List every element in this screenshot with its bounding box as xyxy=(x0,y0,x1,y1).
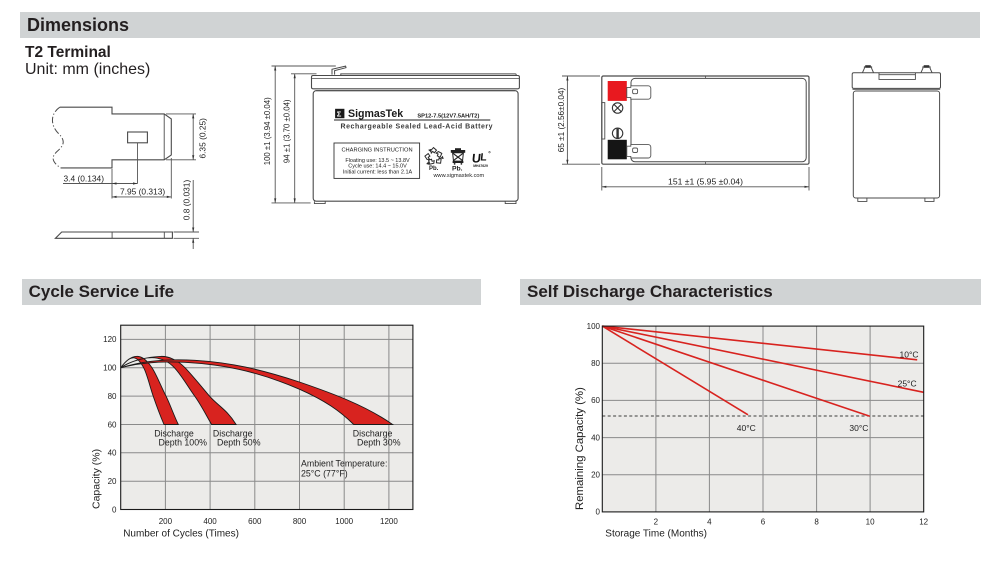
svg-text:Capacity (%): Capacity (%) xyxy=(91,449,103,509)
svg-text:Rechargeable Sealed Lead-Acid: Rechargeable Sealed Lead-Acid Battery xyxy=(341,124,494,131)
svg-text:Number of Cycles (Times): Number of Cycles (Times) xyxy=(123,529,239,540)
svg-text:7.95 (0.313): 7.95 (0.313) xyxy=(120,187,165,197)
svg-text:100 ±1 (3.94 ±0.04): 100 ±1 (3.94 ±0.04) xyxy=(263,97,272,165)
svg-text:6: 6 xyxy=(761,518,766,527)
svg-text:65 ±1 (2.56±0.04): 65 ±1 (2.56±0.04) xyxy=(557,87,566,152)
svg-text:Depth 50%: Depth 50% xyxy=(217,438,261,448)
svg-text:Σ: Σ xyxy=(337,110,342,119)
svg-text:8: 8 xyxy=(814,518,819,527)
svg-text:www.sigmastek.com: www.sigmastek.com xyxy=(433,173,485,179)
svg-text:40°C: 40°C xyxy=(737,423,756,433)
svg-text:3.4 (0.134): 3.4 (0.134) xyxy=(64,173,105,183)
svg-text:100: 100 xyxy=(587,322,601,331)
svg-text:CHARGING INSTRUCTION: CHARGING INSTRUCTION xyxy=(341,147,412,153)
svg-text:Floating use: 13.5 ~ 13.8V: Floating use: 13.5 ~ 13.8V xyxy=(345,158,410,164)
svg-text:20: 20 xyxy=(591,471,600,480)
svg-text:25°C (77°F): 25°C (77°F) xyxy=(301,469,348,479)
svg-text:25°C: 25°C xyxy=(898,378,917,388)
svg-text:30°C: 30°C xyxy=(849,423,868,433)
svg-text:6.35 (0.25): 6.35 (0.25) xyxy=(198,118,208,159)
svg-text:60: 60 xyxy=(591,396,600,405)
svg-text:SigmasTek: SigmasTek xyxy=(348,108,403,120)
svg-text:MH47629: MH47629 xyxy=(473,164,488,168)
svg-text:120: 120 xyxy=(103,335,117,344)
svg-text:2: 2 xyxy=(654,518,659,527)
svg-text:Depth 30%: Depth 30% xyxy=(357,438,401,448)
svg-text:Initial current: less than 2.1: Initial current: less than 2.1A xyxy=(343,170,413,176)
svg-text:151 ±1 (5.95 ±0.04): 151 ±1 (5.95 ±0.04) xyxy=(668,176,743,186)
svg-text:Discharge: Discharge xyxy=(154,429,194,439)
svg-text:U: U xyxy=(471,152,481,166)
svg-text:800: 800 xyxy=(293,517,307,526)
svg-text:1200: 1200 xyxy=(380,517,398,526)
svg-text:600: 600 xyxy=(248,517,262,526)
svg-text:Remaining Capacity (%): Remaining Capacity (%) xyxy=(574,387,586,510)
svg-text:Pb.: Pb. xyxy=(429,166,439,172)
svg-text:40: 40 xyxy=(108,449,117,458)
svg-text:60: 60 xyxy=(108,420,117,429)
svg-text:Discharge: Discharge xyxy=(213,429,253,439)
svg-text:200: 200 xyxy=(159,517,173,526)
svg-text:0: 0 xyxy=(112,505,117,514)
svg-text:Ambient Temperature:: Ambient Temperature: xyxy=(301,459,387,469)
svg-text:0: 0 xyxy=(596,508,601,517)
svg-text:L: L xyxy=(480,151,488,163)
svg-text:1000: 1000 xyxy=(335,517,353,526)
svg-text:4: 4 xyxy=(707,518,712,527)
svg-text:94 ±1 (3.70 ±0.04): 94 ±1 (3.70 ±0.04) xyxy=(282,99,291,163)
svg-text:10°C: 10°C xyxy=(900,350,919,360)
svg-text:10: 10 xyxy=(866,518,875,527)
svg-text:SP12-7.5(12V7.5AH/T2): SP12-7.5(12V7.5AH/T2) xyxy=(417,114,479,120)
svg-text:40: 40 xyxy=(591,433,600,442)
svg-text:80: 80 xyxy=(591,359,600,368)
svg-text:Discharge: Discharge xyxy=(353,429,393,439)
svg-text:Depth 100%: Depth 100% xyxy=(159,438,208,448)
svg-text:400: 400 xyxy=(203,517,217,526)
svg-text:80: 80 xyxy=(108,392,117,401)
svg-text:20: 20 xyxy=(108,477,117,486)
svg-text:100: 100 xyxy=(103,364,117,373)
svg-text:Cycle use: 14.4 ~ 15.0V: Cycle use: 14.4 ~ 15.0V xyxy=(348,164,407,170)
svg-text:Pb.: Pb. xyxy=(452,165,463,172)
svg-text:0.8 (0.031): 0.8 (0.031) xyxy=(181,180,191,221)
svg-text:12: 12 xyxy=(919,518,928,527)
svg-text:Storage Time (Months): Storage Time (Months) xyxy=(605,529,707,540)
